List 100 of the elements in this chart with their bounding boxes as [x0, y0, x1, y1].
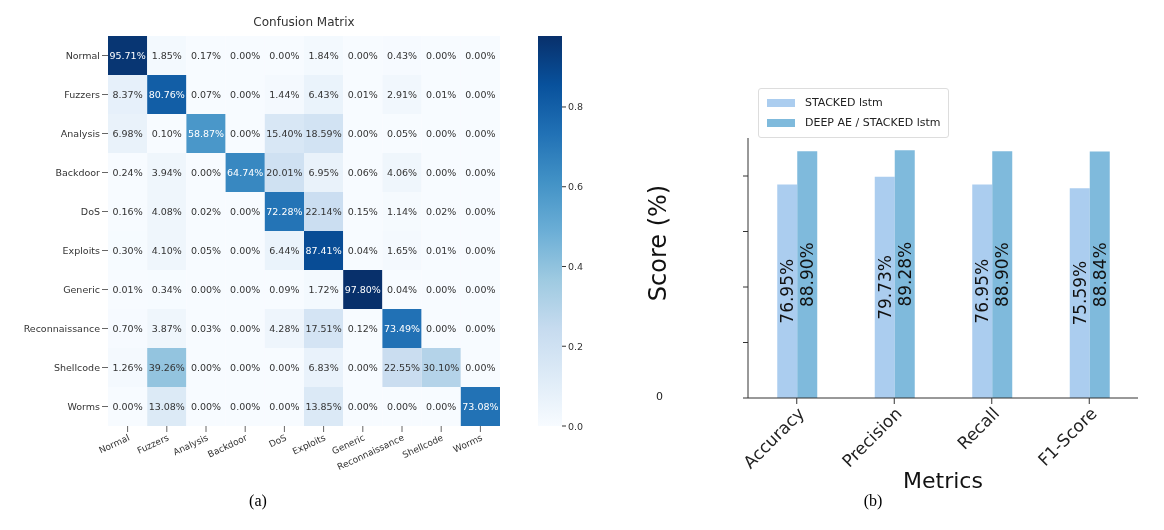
data-label: 4.08%	[151, 206, 182, 217]
data-label: 0.00%	[426, 323, 457, 334]
data-label: 0.02%	[426, 206, 457, 217]
data-label: 8.37%	[112, 89, 143, 100]
data-label: 0.00%	[426, 167, 457, 178]
y-tick-label: Exploits	[62, 244, 101, 256]
data-label: 0.01%	[426, 89, 457, 100]
data-label: 0.00%	[230, 401, 261, 412]
data-label: 1.85%	[151, 50, 182, 61]
data-label: 1.65%	[386, 245, 418, 256]
data-label: 6.44%	[269, 245, 300, 256]
data-label: 17.51%	[305, 323, 342, 334]
data-label: 0.30%	[112, 245, 143, 256]
data-label: 1.14%	[386, 206, 418, 217]
data-label: 0.15%	[347, 206, 378, 217]
data-label: 1.26%	[112, 362, 143, 373]
data-label: 0.00%	[465, 128, 496, 139]
data-label: 13.85%	[305, 401, 342, 412]
data-label: 0.00%	[269, 50, 300, 61]
data-label: 88.90%	[797, 242, 818, 308]
data-label: 0.00%	[426, 128, 457, 139]
y-tick-label: Fuzzers	[64, 88, 101, 100]
data-label: 22.14%	[305, 206, 342, 217]
y-tick-label: Shellcode	[53, 361, 101, 373]
data-label: 2.91%	[386, 89, 418, 100]
data-label: 0.00%	[190, 167, 222, 178]
color-bar-label: 0.0	[568, 420, 584, 432]
y-tick-label: Analysis	[60, 127, 101, 139]
data-label: 6.95%	[308, 167, 339, 178]
data-label: 6.98%	[112, 128, 143, 139]
data-label: 72.28%	[266, 206, 303, 217]
data-label: 0.00%	[230, 89, 261, 100]
data-label: 0.00%	[465, 323, 496, 334]
data-label: 64.74%	[227, 167, 264, 178]
data-label: 0.00%	[347, 362, 378, 373]
data-label: 0.00%	[230, 128, 261, 139]
bar	[1089, 151, 1110, 398]
data-label: 0.16%	[112, 206, 143, 217]
data-label: 3.87%	[151, 323, 182, 334]
data-label: 0.04%	[347, 245, 378, 256]
data-label: 0.05%	[386, 128, 418, 139]
data-label: 79.73%	[874, 254, 895, 320]
data-label: 13.08%	[148, 401, 185, 412]
data-label: 76.95%	[972, 258, 993, 324]
legend-label: DEEP AE / STACKED lstm	[804, 115, 941, 131]
data-label: 73.49%	[383, 323, 421, 334]
y-tick-label: Backdoor	[55, 166, 101, 178]
bar	[1069, 188, 1090, 398]
data-label: 4.06%	[386, 167, 418, 178]
color-bar-label: 0.8	[568, 101, 584, 113]
color-bar-label: 0.2	[568, 340, 584, 352]
data-label: 0.00%	[465, 245, 496, 256]
data-label: 0.00%	[230, 284, 261, 295]
data-label: 88.84%	[1089, 242, 1110, 308]
data-label: 0.00%	[426, 284, 457, 295]
chart-title: Confusion Matrix	[253, 15, 355, 29]
data-label: 1.84%	[308, 50, 339, 61]
data-label: 0.00%	[269, 401, 300, 412]
data-label: 4.10%	[151, 245, 182, 256]
data-label: 0.03%	[190, 323, 222, 334]
data-label: 58.87%	[187, 128, 225, 139]
data-label: 0.00%	[269, 362, 300, 373]
data-label: 0.00%	[230, 323, 261, 334]
data-label: 0.00%	[190, 284, 222, 295]
data-label: 0.00%	[112, 401, 143, 412]
bar	[874, 176, 895, 398]
data-label: 97.80%	[344, 284, 381, 295]
color-bar-label: 0.6	[568, 181, 584, 193]
data-label: 0.00%	[465, 206, 496, 217]
data-label: 22.55%	[383, 362, 421, 373]
data-label: 0.00%	[347, 128, 378, 139]
color-bar-label: 0.4	[568, 260, 584, 272]
data-label: 0.00%	[190, 401, 222, 412]
y-axis-title: Score (%)	[643, 183, 673, 303]
data-label: 0.07%	[190, 89, 222, 100]
data-label: 0.10%	[151, 128, 182, 139]
y-tick-label: Reconnaissance	[23, 322, 101, 334]
bar	[992, 151, 1013, 398]
data-label: 0.00%	[190, 362, 222, 373]
data-label: 20.01%	[266, 167, 303, 178]
data-label: 0.05%	[190, 245, 222, 256]
data-label: 89.28%	[894, 241, 915, 307]
bar	[777, 184, 798, 398]
data-label: 0.00%	[230, 245, 261, 256]
data-label: 0.01%	[347, 89, 378, 100]
data-label: 0.00%	[465, 362, 496, 373]
data-label: 0.06%	[347, 167, 378, 178]
data-label: 80.76%	[148, 89, 185, 100]
data-label: 15.40%	[266, 128, 303, 139]
legend-label: STACKED lstm	[804, 95, 884, 111]
text: 0	[656, 390, 663, 403]
data-label: 0.00%	[230, 50, 261, 61]
data-label: 0.43%	[386, 50, 418, 61]
data-label: 1.44%	[269, 89, 300, 100]
data-label: 0.01%	[112, 284, 143, 295]
data-label: 6.43%	[308, 89, 339, 100]
data-label: 0.00%	[465, 167, 496, 178]
data-label: 88.90%	[992, 242, 1013, 308]
data-label: 95.71%	[109, 50, 146, 61]
data-label: 0.17%	[190, 50, 222, 61]
